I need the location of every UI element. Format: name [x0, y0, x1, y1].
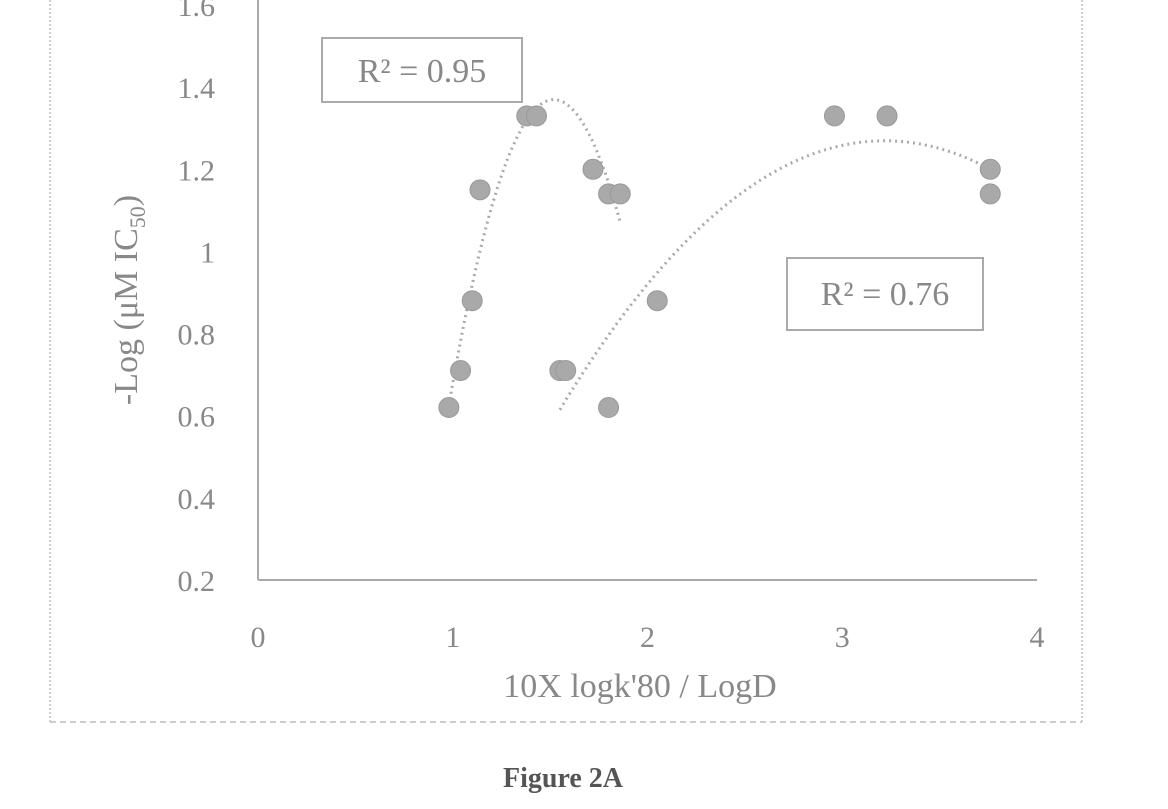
y-tick-label: 1.2: [178, 154, 216, 187]
data-point: [877, 106, 897, 126]
y-axis-title-suffix: ): [108, 195, 145, 206]
x-tick-label: 4: [1030, 621, 1045, 654]
trendline-series-1: [449, 100, 620, 406]
y-axis-title: -Log (μM IC50): [108, 195, 150, 405]
r2-annotation-series-2: R² = 0.76: [787, 258, 983, 330]
data-point: [462, 291, 482, 311]
data-point: [980, 184, 1000, 204]
y-tick-label: 1.6: [178, 0, 216, 23]
y-axis-title-prefix: -Log (μM IC: [108, 228, 145, 405]
data-point: [439, 398, 459, 418]
y-tick-label: 1.4: [178, 72, 216, 105]
y-tick-label: 0.2: [178, 565, 216, 598]
data-point: [556, 361, 576, 381]
trendlines: [449, 100, 990, 410]
x-axis-title: 10X logk'80 / LogD: [503, 668, 776, 705]
data-point: [824, 106, 844, 126]
r2-label-series-1: R² = 0.95: [358, 53, 487, 90]
data-point: [451, 361, 471, 381]
y-tick-label: 0.6: [178, 401, 216, 434]
x-tick-label: 0: [251, 621, 266, 654]
y-tick-labels: 0.2 0.4 0.6 0.8 1 1.2 1.4 1.6: [178, 0, 216, 598]
y-tick-label: 1: [200, 236, 215, 269]
r2-annotation-series-1: R² = 0.95: [322, 38, 522, 102]
r2-label-series-2: R² = 0.76: [821, 276, 950, 313]
y-tick-label: 0.4: [178, 483, 216, 516]
data-point: [980, 159, 1000, 179]
x-tick-labels: 0 1 2 3 4: [251, 621, 1045, 654]
y-tick-label: 0.8: [178, 319, 216, 352]
data-point: [610, 184, 630, 204]
x-tick-label: 3: [835, 621, 850, 654]
data-point: [583, 159, 603, 179]
data-point: [599, 398, 619, 418]
x-tick-label: 2: [640, 621, 655, 654]
x-tick-label: 1: [445, 621, 460, 654]
data-point: [647, 291, 667, 311]
figure-caption: Figure 2A: [503, 763, 624, 794]
data-point: [470, 180, 490, 200]
y-axis-title-subscript: 50: [125, 206, 150, 228]
data-point: [526, 106, 546, 126]
